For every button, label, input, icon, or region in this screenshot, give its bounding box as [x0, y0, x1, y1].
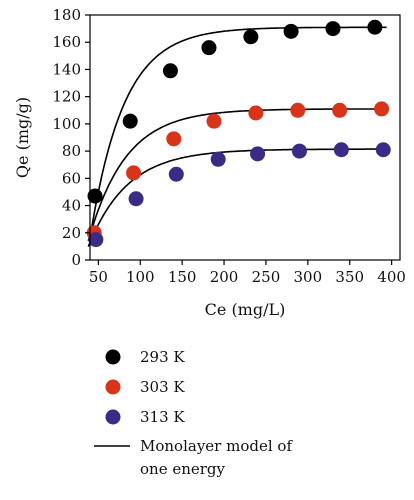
y-tick-label: 180	[52, 6, 81, 24]
y-tick-label: 160	[52, 33, 81, 51]
x-tick-label: 400	[377, 268, 406, 286]
x-tick-label: 100	[126, 268, 155, 286]
y-tick-label: 20	[62, 224, 81, 242]
data-point	[122, 113, 138, 129]
y-tick-label: 100	[52, 115, 81, 133]
y-tick-label: 60	[62, 169, 81, 187]
data-point	[248, 105, 264, 121]
legend-label: one energy	[140, 460, 226, 478]
data-point	[333, 142, 349, 158]
data-point	[88, 232, 104, 248]
plot-area	[86, 19, 391, 248]
data-point	[128, 191, 144, 207]
data-point	[375, 142, 391, 158]
legend-marker	[105, 349, 121, 365]
data-point	[291, 143, 307, 159]
data-point	[250, 146, 266, 162]
data-point	[243, 29, 259, 45]
y-tick-label: 40	[62, 197, 81, 215]
data-point	[206, 113, 222, 129]
data-point	[332, 102, 348, 118]
data-point	[87, 188, 103, 204]
x-tick-label: 200	[210, 268, 239, 286]
data-point	[367, 19, 383, 35]
data-point	[283, 23, 299, 39]
x-tick-label: 250	[252, 268, 281, 286]
data-point	[166, 131, 182, 147]
legend-marker	[105, 409, 121, 425]
legend-label: 313 K	[140, 408, 185, 426]
legend-label: Monolayer model of	[140, 437, 293, 455]
legend-label: 303 K	[140, 378, 185, 396]
y-tick-label: 140	[52, 60, 81, 78]
x-tick-label: 350	[335, 268, 364, 286]
legend-marker	[105, 379, 121, 395]
axes: 50 100 150 200 250 300 350 400 0 20 40 60 80 100 120 14…	[13, 6, 406, 319]
data-point	[290, 102, 306, 118]
x-axis-label: Ce (mg/L)	[205, 300, 286, 319]
data-point	[325, 21, 341, 37]
legend: 293 K 303 K 313 K Monolayer model of one ene…	[94, 348, 293, 478]
data-point	[162, 63, 178, 79]
data-point	[374, 101, 390, 117]
y-tick-label: 120	[52, 88, 81, 106]
y-tick-label: 80	[62, 142, 81, 160]
data-point	[168, 166, 184, 182]
data-point	[201, 40, 217, 56]
plot-frame	[89, 14, 401, 261]
data-point	[126, 165, 142, 181]
data-point	[210, 151, 226, 167]
y-tick-label: 0	[71, 251, 81, 269]
x-tick-label: 150	[168, 268, 197, 286]
x-tick-label: 50	[89, 268, 108, 286]
x-tick-label: 300	[294, 268, 323, 286]
legend-label: 293 K	[140, 348, 185, 366]
y-axis-label: Qe (mg/g)	[13, 97, 32, 178]
